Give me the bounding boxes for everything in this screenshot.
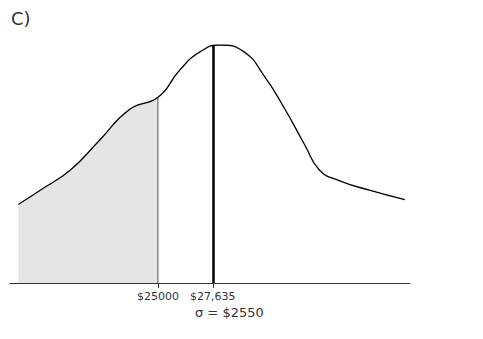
svg-text:$25000: $25000 <box>137 290 179 303</box>
svg-text:σ = $2550: σ = $2550 <box>195 305 264 320</box>
svg-text:$27,635: $27,635 <box>190 290 236 303</box>
svg-text:C): C) <box>11 8 31 29</box>
